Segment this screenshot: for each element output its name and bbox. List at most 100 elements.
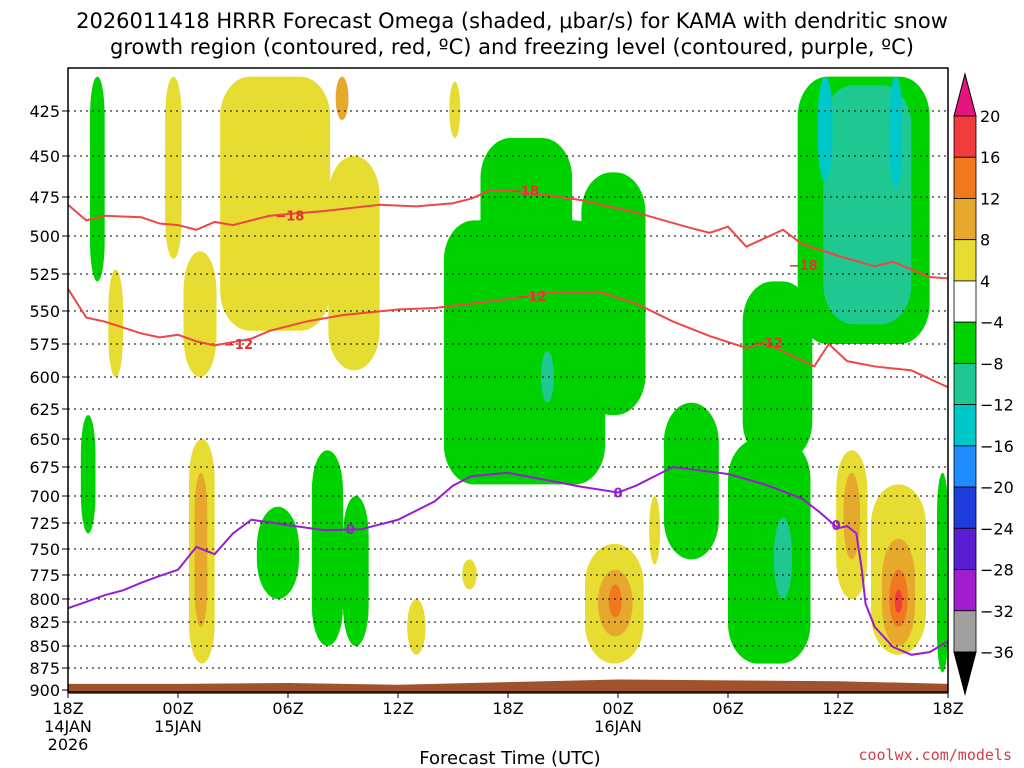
colorbar-label-13: −36 — [980, 643, 1014, 662]
colorbar-label-0: 20 — [980, 107, 1000, 126]
x-tick-label-30-0: 00Z — [602, 699, 633, 718]
y-tick-label-675: 675 — [29, 458, 60, 477]
contour-label-dgz-minus18-0: −18 — [275, 210, 304, 225]
contour-label-dgz-minus12-0: −12 — [224, 338, 253, 353]
contour-label-dgz-minus12-2: −12 — [754, 337, 783, 352]
shade-sink-yellow-hour22 — [462, 559, 477, 590]
shade-sink-yellow-hour14-17 — [328, 156, 380, 371]
chart-title-line1: 2026011418 HRRR Forecast Omega (shaded, … — [76, 9, 948, 33]
shade-sink-yellow-hour6-column — [183, 251, 217, 377]
contour-label-dgz-minus18-1: −18 — [510, 184, 539, 199]
colorbar-bin-8 — [953, 445, 977, 488]
colorbar-bin-11 — [953, 569, 977, 612]
x-tick-label-0-0: 18Z — [52, 699, 83, 718]
x-axis-label: Forecast Time (UTC) — [419, 748, 600, 768]
y-tick-label-800: 800 — [29, 590, 60, 609]
contour-label-dgz-minus12-1: −12 — [517, 290, 546, 305]
colorbar-bin-9 — [953, 486, 977, 529]
shade-rise-teal-hour26 — [541, 350, 554, 403]
shade-sink-yellow-hour32 — [649, 496, 661, 565]
credit-text: coolwx.com/models — [858, 746, 1012, 764]
y-tick-label-550: 550 — [29, 302, 60, 321]
y-tick-label-625: 625 — [29, 400, 60, 419]
shade-sink-orange2-hour30 — [608, 584, 622, 618]
contour-label-freezing-level-1: 0 — [613, 487, 622, 502]
contour-dgz-minus18 — [67, 189, 949, 280]
colorbar-bottom-arrow — [953, 651, 977, 696]
colorbar-bin-2 — [953, 198, 977, 241]
y-tick-label-425: 425 — [29, 102, 60, 121]
chart-title-line2: growth region (contoured, red, ºC) and f… — [110, 35, 914, 59]
contour-lines: −18 −18 −18 −12 −12 −12 0 0 0 — [67, 184, 949, 656]
x-tick-label-36-0: 06Z — [712, 699, 743, 718]
omega-shading — [80, 76, 948, 673]
x-tick-label-0-1: 14JAN — [44, 717, 92, 736]
colorbar-label-1: 16 — [980, 148, 1000, 167]
shade-rise-green-hour10-low — [256, 506, 299, 599]
x-tick-label-0-2: 2026 — [48, 735, 89, 754]
y-tick-label-650: 650 — [29, 430, 60, 449]
shade-sink-orange-top-hour15 — [335, 76, 349, 120]
colorbar-label-7: −12 — [980, 396, 1014, 415]
shade-rise-cyan-hour45 — [889, 76, 903, 189]
shade-rise-green-hour36-40-low — [728, 439, 811, 664]
contour-freezing-level — [67, 465, 949, 656]
y-tick-label-450: 450 — [29, 147, 60, 166]
colorbar-bin-10 — [953, 527, 977, 570]
x-tick-label-42-0: 12Z — [822, 699, 853, 718]
colorbar: 20 16 12 8 4 −4 −8 −12 −16 −20 −24 −28 −32 −36 — [953, 72, 1014, 696]
colorbar-bin-5 — [953, 321, 977, 364]
terrain-ground — [68, 679, 948, 694]
contour-label-dgz-minus18-2: −18 — [789, 259, 818, 274]
shade-rise-green-hour32-35 — [663, 402, 719, 560]
colorbar-label-10: −24 — [980, 519, 1014, 538]
colorbar-label-8: −16 — [980, 437, 1014, 456]
y-tick-label-750: 750 — [29, 540, 60, 559]
shade-rise-green-hour1-low — [80, 415, 96, 534]
y-tick-label-600: 600 — [29, 368, 60, 387]
shade-sink-yellow-hour3 — [108, 269, 123, 377]
x-tick-label-6-1: 15JAN — [154, 717, 202, 736]
colorbar-bin-0 — [953, 115, 977, 158]
y-tick-label-725: 725 — [29, 514, 60, 533]
colorbar-bin-12 — [953, 610, 977, 653]
pressure-axis: 425 450 475 500 525 550 575 600 625 650 675 700 725 7… — [29, 102, 68, 700]
shade-sink-yellow-hour20-top — [449, 81, 461, 138]
colorbar-label-5: −4 — [980, 313, 1004, 332]
shade-rise-cyan-hour41 — [817, 76, 833, 181]
y-tick-label-475: 475 — [29, 188, 60, 207]
shade-rise-teal-hour39 — [773, 517, 793, 599]
colorbar-bin-6 — [953, 362, 977, 406]
colorbar-bin-3 — [953, 239, 977, 282]
shade-rise-green-hour37-40 — [742, 281, 813, 462]
colorbar-label-2: 12 — [980, 189, 1000, 208]
x-tick-label-12-0: 06Z — [272, 699, 303, 718]
y-tick-label-825: 825 — [29, 613, 60, 632]
y-tick-label-500: 500 — [29, 227, 60, 246]
colorbar-label-6: −8 — [980, 354, 1004, 373]
y-tick-label-850: 850 — [29, 637, 60, 656]
colorbar-label-3: 8 — [980, 231, 990, 250]
contour-label-freezing-level-2: 0 — [832, 519, 841, 534]
y-tick-label-875: 875 — [29, 659, 60, 678]
y-tick-label-700: 700 — [29, 487, 60, 506]
terrain-fill — [68, 679, 948, 694]
shade-sink-yellow-hour8-14-broad — [220, 76, 331, 331]
shade-rise-green-hour15-low — [343, 496, 369, 646]
contour-dgz-minus12 — [67, 288, 949, 389]
x-tick-label-48-0: 18Z — [932, 699, 963, 718]
x-tick-label-30-1: 16JAN — [594, 717, 642, 736]
x-tick-label-24-0: 18Z — [492, 699, 523, 718]
x-tick-label-6-0: 00Z — [162, 699, 193, 718]
colorbar-label-9: −20 — [980, 478, 1014, 497]
x-tick-label-18-0: 12Z — [382, 699, 413, 718]
shade-sink-yellow-hour19 — [407, 599, 426, 655]
shade-sink-red-hour45 — [894, 589, 903, 613]
shade-rise-green-hour13-low — [311, 450, 343, 646]
colorbar-label-12: −32 — [980, 602, 1014, 621]
shade-sink-yellow-hour5-upper — [165, 76, 182, 259]
shade-rise-green-hour1 — [90, 76, 105, 282]
colorbar-bin-4 — [953, 280, 977, 323]
